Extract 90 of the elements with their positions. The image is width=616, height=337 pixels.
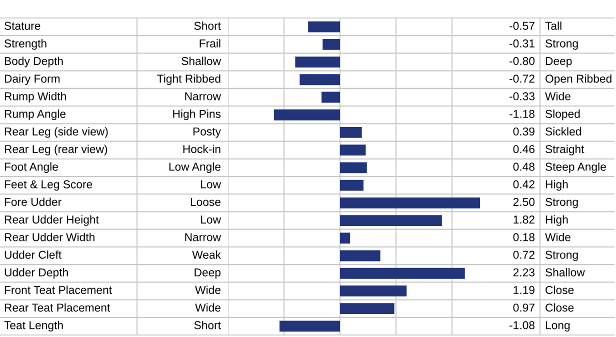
text: Steep Angle [546, 162, 606, 174]
text: Shallow [546, 268, 585, 276]
bar [322, 92, 340, 103]
bar [340, 144, 366, 156]
text: Short [194, 21, 221, 30]
text: Strong [546, 198, 578, 208]
text: Strong [546, 39, 578, 50]
y-tick-label: Rear Leg (rear view) [4, 144, 108, 156]
y-tick-label: Strength [4, 39, 46, 50]
text: Wide [195, 303, 220, 312]
data-label: -0.57 [510, 22, 534, 30]
bar [295, 56, 340, 68]
bar [340, 127, 362, 138]
text: Tall [545, 21, 562, 30]
y-tick-label: Rump Angle [4, 110, 66, 120]
y-tick-label: Udder Cleft [4, 250, 62, 259]
text: Narrow [185, 233, 222, 242]
bar [274, 109, 340, 120]
text: Loose [190, 198, 220, 206]
y-tick-label: Front Teat Placement [4, 286, 112, 294]
data-label: -0.33 [510, 92, 534, 100]
y-tick-label: Rear Leg (side view) [4, 127, 108, 138]
text: Open Ribbed [546, 74, 612, 85]
text: Strong [546, 250, 578, 262]
text: Low [201, 180, 222, 188]
text: Long [546, 321, 570, 332]
text: Hock-in [183, 144, 220, 154]
text: Straight [546, 144, 584, 156]
text: Sickled [546, 127, 581, 136]
y-tick-label: Rear Udder Width [4, 232, 94, 242]
data-label: -1.18 [510, 110, 535, 118]
bar [340, 268, 465, 279]
bar [340, 162, 367, 174]
y-tick-label: Rump Width [4, 92, 66, 103]
data-label: -0.31 [510, 39, 534, 48]
text: Sloped [546, 110, 580, 120]
y-tick-label: Body Depth [4, 56, 63, 68]
text: Shallow [182, 56, 222, 66]
y-tick-label: Feet & Leg Score [4, 180, 92, 191]
data-label: 1.19 [514, 286, 534, 294]
y-tick-label: Udder Depth [4, 268, 68, 279]
text: Narrow [185, 92, 222, 100]
y-tick-label: Dairy Form [4, 74, 60, 85]
bar [340, 180, 364, 191]
bar [322, 38, 340, 50]
bar [300, 74, 340, 86]
text: High [546, 180, 568, 191]
data-label: 0.72 [513, 250, 534, 259]
text: Weak [192, 250, 222, 259]
bar [280, 320, 340, 332]
text: High [546, 215, 568, 226]
data-label: 0.42 [513, 180, 534, 188]
data-label: -0.72 [510, 74, 534, 83]
bar [340, 250, 380, 262]
data-label: 0.48 [513, 162, 535, 171]
data-label: 2.23 [513, 268, 534, 276]
text: Wide [195, 286, 220, 294]
data-label: 0.18 [513, 233, 535, 242]
text: Close [546, 286, 574, 294]
bar [340, 215, 442, 226]
text: Wide [545, 232, 570, 242]
y-tick-label: Rear Udder Height [4, 215, 99, 226]
bar [340, 286, 407, 296]
text: Deep [546, 57, 572, 68]
bar [340, 303, 394, 314]
bar [340, 197, 480, 208]
data-label: 2.50 [513, 198, 535, 206]
text: Frail [200, 39, 220, 48]
text: Low [201, 216, 222, 224]
data-label: 0.39 [513, 127, 534, 136]
data-label: 0.97 [513, 304, 534, 312]
y-tick-label: Teat Length [4, 320, 63, 332]
y-tick-label: Foot Angle [4, 162, 58, 174]
data-label: -0.80 [510, 57, 535, 66]
text: High Pins [173, 110, 221, 120]
text: Tight Ribbed [157, 74, 220, 85]
bar [340, 232, 350, 244]
text: Low Angle [169, 162, 220, 174]
y-tick-label: Fore Udder [4, 198, 62, 206]
data-label: 1.82 [514, 216, 534, 224]
y-tick-label: Stature [4, 22, 40, 30]
data-label: 0.46 [513, 145, 534, 154]
y-tick-label: Rear Teat Placement [4, 303, 110, 312]
text: Short [194, 320, 221, 330]
text: Posty [193, 128, 221, 138]
text: Deep [194, 268, 221, 279]
text: Wide [545, 92, 570, 100]
bar [308, 21, 340, 32]
data-label: -1.08 [510, 321, 535, 330]
text: Close [546, 303, 574, 312]
